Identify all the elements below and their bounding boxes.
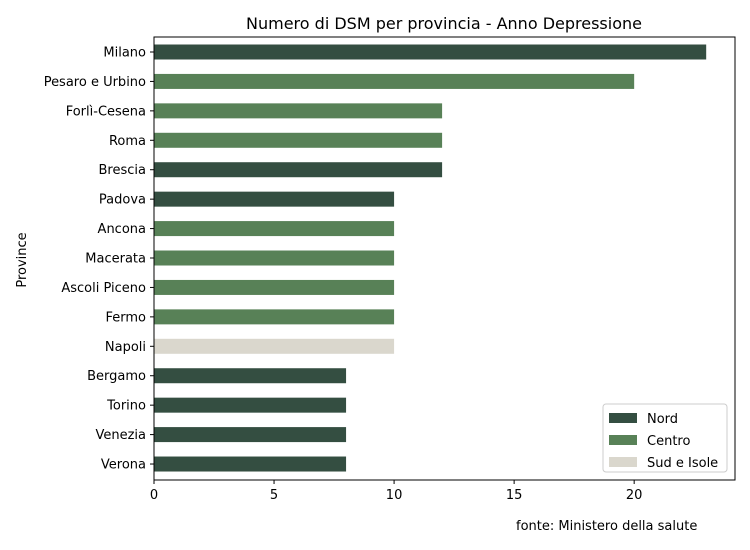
y-axis-label: Province xyxy=(15,232,30,287)
x-tick-label: 15 xyxy=(506,488,523,503)
legend-swatch xyxy=(609,435,637,445)
bar-forl-cesena xyxy=(154,103,443,119)
y-tick-label: Ancona xyxy=(98,222,146,237)
bar-torino xyxy=(154,397,347,413)
y-tick-label: Macerata xyxy=(85,252,146,267)
plot-frame xyxy=(153,36,736,481)
y-tick-label: Venezia xyxy=(95,428,146,443)
y-tick-label: Roma xyxy=(109,134,146,149)
legend-label: Centro xyxy=(647,434,690,449)
y-tick-label: Verona xyxy=(101,458,146,473)
bar-milano xyxy=(154,44,707,60)
y-tick-label: Ascoli Piceno xyxy=(61,281,146,296)
y-ticks-group: Milano Pesaro e Urbino Forlì-Cesena Roma Bre… xyxy=(44,46,154,473)
x-tick-label: 0 xyxy=(150,488,158,503)
bar-padova xyxy=(154,191,395,207)
legend-label: Sud e Isole xyxy=(647,456,718,471)
x-tick-label: 5 xyxy=(270,488,278,503)
source-note: fonte: Ministero della salute xyxy=(516,519,698,534)
x-tick-label: 20 xyxy=(626,488,643,503)
bar-brescia xyxy=(154,162,443,178)
bar-roma xyxy=(154,132,443,148)
bar-macerata xyxy=(154,250,395,266)
y-tick-label: Milano xyxy=(103,46,146,61)
y-tick-label: Napoli xyxy=(105,340,146,355)
bar-bergamo xyxy=(154,368,347,384)
y-tick-label: Brescia xyxy=(99,163,146,178)
y-tick-label: Pesaro e Urbino xyxy=(44,75,146,90)
legend-swatch xyxy=(609,413,637,423)
bar-fermo xyxy=(154,309,395,325)
x-ticks-group: 0 5 10 15 20 xyxy=(150,480,643,503)
y-tick-label: Fermo xyxy=(106,310,147,325)
bar-napoli xyxy=(154,338,395,354)
y-tick-label: Bergamo xyxy=(87,369,146,384)
y-tick-label: Padova xyxy=(99,193,146,208)
chart-title: Numero di DSM per provincia - Anno Depre… xyxy=(246,14,642,33)
bar-venezia xyxy=(154,427,347,443)
legend: Nord Centro Sud e Isole xyxy=(602,403,728,473)
legend-swatch xyxy=(609,457,637,467)
x-tick-label: 10 xyxy=(386,488,403,503)
legend-label: Nord xyxy=(647,412,678,427)
bar-verona xyxy=(154,456,347,472)
y-tick-label: Torino xyxy=(106,399,146,414)
bars-group xyxy=(154,44,707,472)
bar-ascoli-piceno xyxy=(154,279,395,295)
bar-pesaro-e-urbino xyxy=(154,73,635,89)
y-tick-label: Forlì-Cesena xyxy=(66,104,146,119)
bar-ancona xyxy=(154,221,395,237)
